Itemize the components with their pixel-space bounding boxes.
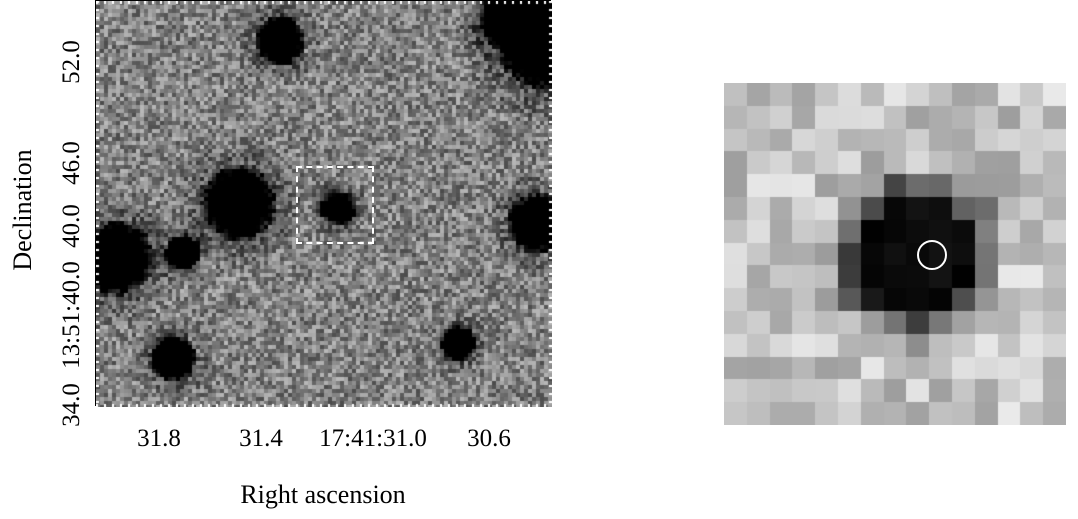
zoom-pixel-canvas xyxy=(724,83,1066,425)
y-tick-label: 40.0 xyxy=(58,204,85,248)
x-tick-label: 30.6 xyxy=(467,425,511,452)
x-tick-label: 17:41:31.0 xyxy=(319,425,427,452)
y-tick-label: 46.0 xyxy=(58,141,85,185)
target-circle-marker xyxy=(917,240,947,270)
y-tick-label: 52.0 xyxy=(58,40,85,84)
x-axis-label: Right ascension xyxy=(240,480,406,509)
sky-image-canvas xyxy=(96,1,552,407)
x-tick-label: 31.4 xyxy=(239,425,283,452)
zoomed-cutout-image xyxy=(724,83,1066,425)
finding-chart-image xyxy=(95,0,552,407)
y-tick-label: 34.0 xyxy=(58,383,85,427)
y-axis-label: Declination xyxy=(8,149,37,271)
x-tick-label: 31.8 xyxy=(137,425,181,452)
y-tick-label: 13:51:40.0 xyxy=(58,261,85,369)
zoom-region-box xyxy=(296,166,374,244)
